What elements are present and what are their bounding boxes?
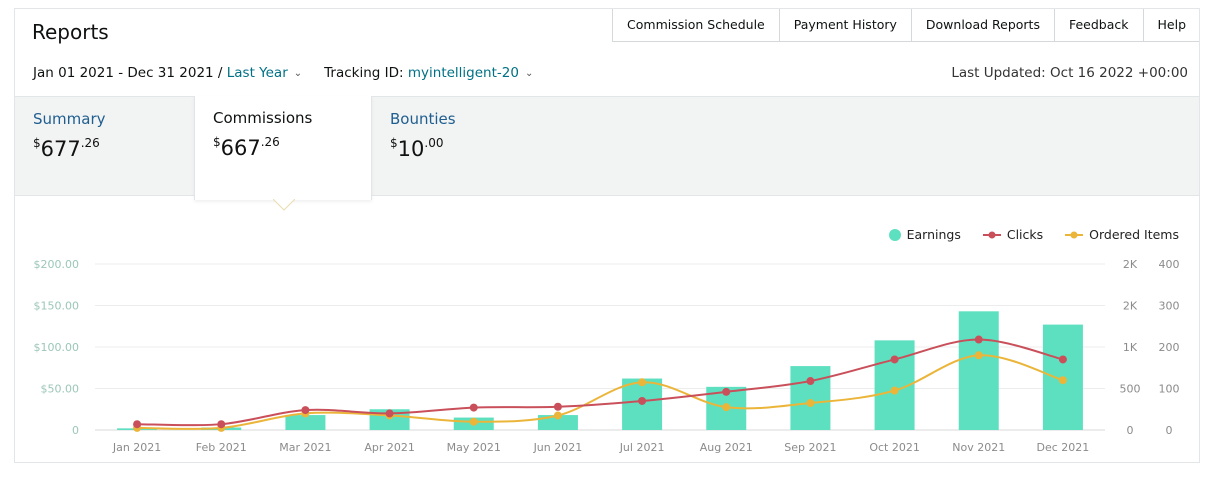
chart-legend: Earnings Clicks Ordered Items (888, 227, 1179, 242)
left-axis-tick: 0 (72, 424, 79, 437)
ordered-axis-tick: 200 (1159, 341, 1180, 354)
download-reports-tab[interactable]: Download Reports (912, 9, 1055, 41)
bounties-card[interactable]: Bounties $10.00 (372, 97, 550, 195)
help-tab[interactable]: Help (1157, 17, 1187, 32)
x-axis-tick: Feb 2021 (196, 441, 247, 454)
clicks-line (137, 338, 1064, 427)
x-axis-tick: Aug 2021 (700, 441, 753, 454)
tracking-id-dropdown[interactable]: myintelligent-20 (407, 65, 519, 81)
ordered-items-point (469, 417, 478, 426)
commissions-card-title: Commissions (213, 109, 313, 127)
clicks-point (553, 402, 562, 411)
clicks-point (301, 406, 310, 415)
legend-clicks-label: Clicks (1006, 227, 1044, 242)
clicks-point (217, 420, 226, 429)
clicks-point (133, 420, 142, 429)
clicks-axis-tick: 1K (1123, 341, 1138, 354)
x-axis-tick: May 2021 (447, 441, 501, 454)
clicks-axis-tick: 0 (1127, 424, 1134, 437)
x-axis-tick: Apr 2021 (364, 441, 415, 454)
legend-earnings-label: Earnings (906, 227, 961, 242)
earnings-bar (958, 311, 999, 430)
legend-ordered-items[interactable]: Ordered Items (1065, 227, 1179, 242)
clicks-point (890, 355, 899, 364)
summary-card-title[interactable]: Summary (33, 110, 106, 128)
ordered-axis-tick: 100 (1159, 383, 1180, 396)
clicks-point (806, 377, 815, 386)
legend-earnings[interactable]: Earnings (888, 227, 961, 242)
clicks-axis-tick: 500 (1120, 383, 1141, 396)
earnings-chart: 0 0 0 $50.00 500 100 $100.00 1K 200 $150.00 2K 300 $… (34, 258, 1180, 454)
x-axis-tick: Jul 2021 (619, 441, 665, 454)
active-card-caret-icon (273, 199, 295, 211)
legend-clicks[interactable]: Clicks (982, 227, 1044, 242)
earnings-bar (537, 415, 578, 430)
x-axis-tick: Nov 2021 (952, 441, 1005, 454)
earnings-legend-icon (888, 228, 901, 241)
feedback-tab[interactable]: Feedback (1055, 9, 1144, 41)
ordered-axis-tick: 0 (1166, 424, 1173, 437)
page-title: Reports (32, 20, 109, 44)
summary-cards: Summary $677.26 Commissions $667.26 Boun… (15, 96, 1199, 200)
clicks-legend-icon (982, 231, 1001, 238)
clicks-point (469, 403, 478, 412)
x-axis-tick: Jan 2021 (112, 441, 161, 454)
left-axis-tick: $100.00 (34, 341, 80, 354)
x-axis-tick: Mar 2021 (279, 441, 331, 454)
period-dropdown[interactable]: Last Year (226, 65, 288, 81)
clicks-point (974, 335, 983, 344)
ordered-items-point (806, 399, 815, 408)
reports-panel: Reports Commission Schedule Payment Hist… (14, 8, 1200, 463)
clicks-point (722, 387, 731, 396)
tracking-chevron-down-icon[interactable]: ⌄ (524, 67, 534, 79)
ordered-items-point (890, 386, 899, 395)
ordered-axis-tick: 400 (1159, 258, 1180, 271)
ordered-items-point (1058, 376, 1067, 385)
x-axis-tick: Jun 2021 (533, 441, 583, 454)
report-filters: Jan 01 2021 - Dec 31 2021 / Last Year ⌄ … (33, 65, 555, 81)
commissions-card[interactable]: Commissions $667.26 (194, 96, 372, 200)
ordered-items-point (974, 351, 983, 360)
clicks-point (638, 396, 647, 405)
ordered-axis-tick: 300 (1159, 300, 1180, 313)
bounties-amount: $10.00 (390, 136, 444, 161)
clicks-point (1058, 355, 1067, 364)
x-axis-tick: Oct 2021 (869, 441, 920, 454)
ordered-items-point (722, 403, 731, 412)
summary-amount: $677.26 (33, 136, 100, 161)
ordered-items-point (638, 378, 647, 387)
ordered-items-legend-icon (1065, 231, 1084, 238)
left-axis-tick: $50.00 (41, 383, 80, 396)
clicks-axis-tick: 2K (1123, 258, 1138, 271)
left-axis-tick: $200.00 (34, 258, 80, 271)
legend-ordered-label: Ordered Items (1089, 227, 1179, 242)
commissions-amount: $667.26 (213, 135, 280, 160)
x-axis-tick: Dec 2021 (1037, 441, 1090, 454)
x-axis-tick: Sep 2021 (784, 441, 836, 454)
ordered-items-point (553, 411, 562, 420)
summary-card[interactable]: Summary $677.26 (15, 97, 194, 195)
clicks-point (385, 409, 394, 418)
clicks-axis-tick: 2K (1123, 300, 1138, 313)
top-tabs: Commission Schedule Payment History Down… (612, 9, 1199, 42)
tracking-label: Tracking ID: (324, 65, 404, 81)
period-chevron-down-icon[interactable]: ⌄ (293, 67, 303, 79)
bounties-card-title[interactable]: Bounties (390, 110, 456, 128)
commission-schedule-tab[interactable]: Commission Schedule (613, 9, 780, 41)
earnings-bar (790, 366, 831, 430)
date-range-text: Jan 01 2021 - Dec 31 2021 / (33, 65, 223, 81)
earnings-bar (285, 415, 326, 430)
left-axis-tick: $150.00 (34, 300, 80, 313)
last-updated-text: Last Updated: Oct 16 2022 +00:00 (951, 65, 1188, 81)
payment-history-tab[interactable]: Payment History (780, 9, 912, 41)
ordered-items-line (137, 354, 1064, 430)
